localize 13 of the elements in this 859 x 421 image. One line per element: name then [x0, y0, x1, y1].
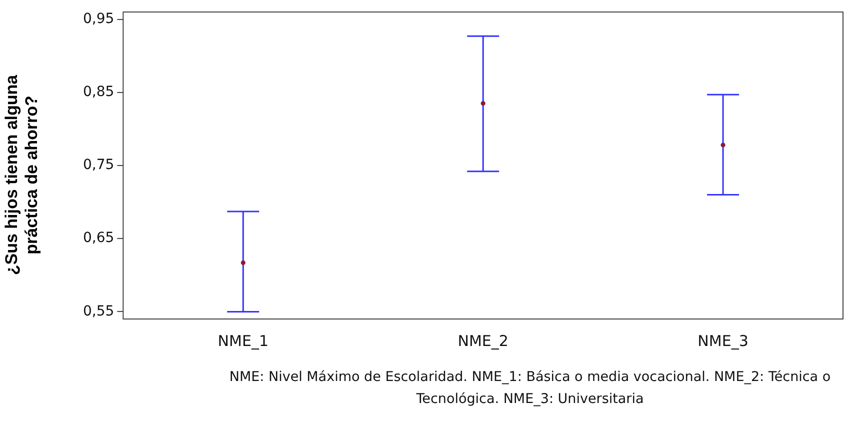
point [240, 260, 246, 266]
x-tick-label: NME_2 [458, 332, 508, 350]
point [720, 142, 726, 148]
text: NME: Nivel Máximo de Escolaridad. NME_1: Básica o media vocacional. NME_2: Técnica o Tecnológica. NME_3: Universitaria [228, 368, 832, 409]
y-tick-label: 0,85 [83, 84, 114, 100]
y-tick-label: 0,65 [83, 230, 114, 246]
x-tick-label: NME_3 [698, 332, 748, 350]
point [480, 101, 486, 106]
y-tick-label: 0,95 [83, 10, 114, 27]
x-tick-label: NME_1 [218, 332, 268, 350]
y-axis-title: ¿Sus hijos tienen alguna práctica de ahorro? [2, 74, 42, 278]
y-tick-label: 0,75 [83, 157, 114, 174]
y-tick-label: 0,55 [83, 303, 114, 320]
